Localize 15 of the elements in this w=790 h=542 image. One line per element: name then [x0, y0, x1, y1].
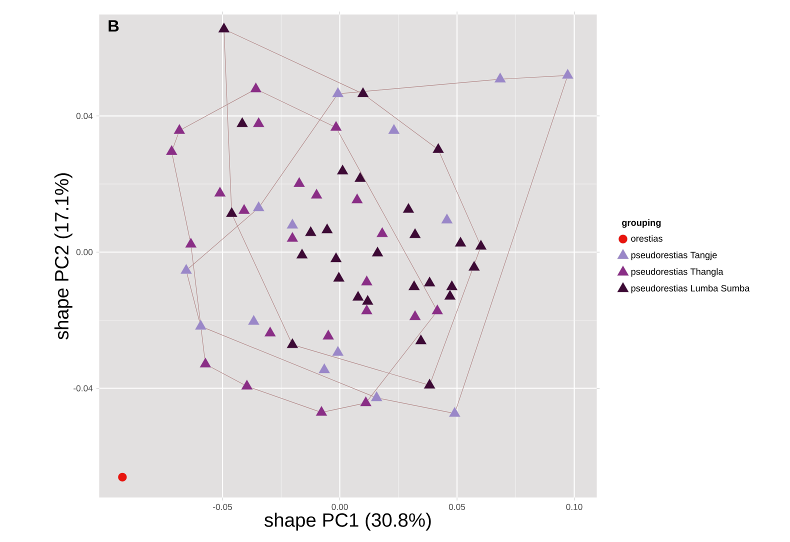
legend-label: orestias	[631, 234, 662, 242]
legend-label: pseudorestias Thangla	[631, 268, 724, 277]
y-axis-title: shape PC2 (17.1%)	[54, 173, 72, 340]
legend-label: pseudorestias Tangje	[631, 252, 717, 260]
annotation: B	[108, 20, 119, 32]
x-tick-label: -0.05	[213, 504, 232, 510]
y-tick-label: 0.00	[76, 249, 93, 256]
y-tick-label: 0.04	[76, 112, 93, 120]
legend-title: grouping	[622, 219, 661, 228]
x-axis-title: shape PC1 (30.8%)	[264, 512, 431, 531]
x-tick-label: 0.05	[448, 504, 466, 510]
x-tick-label: 0.10	[566, 504, 582, 510]
x-tick-label: 0.00	[332, 504, 348, 510]
legend-label: pseudorestias Lumba Sumba	[631, 284, 750, 294]
y-tick-label: -0.04	[74, 385, 93, 392]
